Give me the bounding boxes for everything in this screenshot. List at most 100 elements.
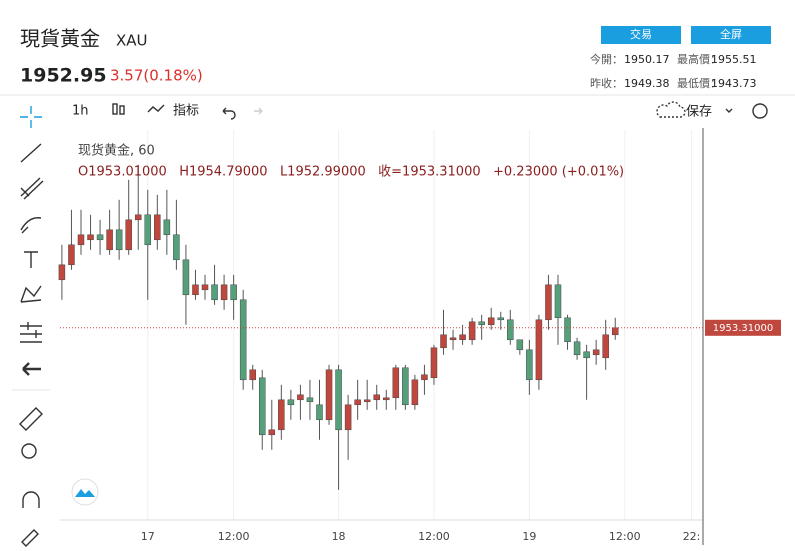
- left-toolbar: [12, 106, 50, 547]
- stat-label: 昨收：: [590, 76, 623, 90]
- stat-label: 今開：: [590, 52, 623, 66]
- candle-body: [535, 319, 543, 381]
- candle-body: [77, 234, 85, 246]
- x-tick-label: 18: [332, 530, 346, 543]
- legend-title: 现货黄金, 60: [78, 143, 155, 159]
- logo-button[interactable]: [71, 478, 99, 506]
- candle-body: [411, 379, 419, 406]
- fullscreen-button[interactable]: [691, 26, 771, 44]
- candle-body: [201, 284, 209, 291]
- candle-body: [125, 219, 132, 251]
- candle-body: [258, 377, 266, 436]
- ohlc-line: O1953.01000 H1954.79000 L1952.99000 收=19…: [78, 165, 624, 180]
- interval[interactable]: 1h: [72, 104, 89, 119]
- candle-body: [87, 234, 94, 241]
- fullscreen-button-label[interactable]: 全屏: [720, 27, 742, 41]
- x-tick-label: 17: [141, 530, 155, 543]
- candle-body: [478, 321, 485, 326]
- candle-body: [220, 284, 228, 301]
- candle-body: [173, 234, 180, 261]
- trade-button-label[interactable]: 交易: [630, 27, 652, 41]
- x-tick-label: 19: [522, 530, 536, 543]
- candle-body: [440, 334, 447, 349]
- candle-body: [96, 234, 104, 241]
- candle-body: [287, 399, 295, 406]
- change: 3.57(0.18%): [110, 67, 203, 85]
- candle-body: [487, 317, 495, 326]
- trade-button[interactable]: [601, 26, 681, 44]
- candle-body: [583, 351, 590, 359]
- symbol: XAU: [116, 32, 148, 50]
- text-tool[interactable]: [24, 251, 38, 268]
- ruler-tool[interactable]: [19, 407, 43, 431]
- candle-body: [297, 394, 304, 401]
- last-price-label: 1953.31000: [713, 323, 773, 334]
- x-tick-label: 12:00: [218, 530, 250, 543]
- save[interactable]: 保存: [686, 105, 712, 120]
- lock-tool[interactable]: [21, 529, 39, 547]
- candle-body: [545, 284, 552, 321]
- candle-body: [592, 349, 600, 356]
- candle-body: [268, 429, 276, 436]
- pattern-tool[interactable]: [20, 285, 42, 303]
- indicator-icon[interactable]: [147, 104, 165, 113]
- candle-body: [249, 369, 256, 381]
- undo[interactable]: [222, 107, 236, 120]
- fib-tool[interactable]: [20, 177, 44, 200]
- candle-body: [278, 399, 285, 431]
- candle-body: [573, 341, 581, 356]
- candle-body: [192, 284, 199, 296]
- candle-body: [392, 367, 400, 399]
- candle-body: [68, 244, 75, 266]
- logo: [75, 489, 95, 497]
- line-tool[interactable]: [20, 143, 42, 163]
- x-tick-label: 12:00: [418, 530, 450, 543]
- cursor-tool[interactable]: [20, 106, 42, 128]
- candle-body: [230, 284, 237, 301]
- last-price-tag: [705, 319, 781, 336]
- brush-tool[interactable]: [20, 217, 42, 234]
- candle-body: [325, 369, 333, 421]
- plot: 17 12:00 18 12:00 19 12:00 22: 1953.31000: [58, 128, 781, 545]
- candle-body: [402, 367, 409, 406]
- stat-label: 最高價：: [677, 52, 721, 66]
- indicators[interactable]: 指标: [173, 104, 199, 119]
- candle-body: [611, 327, 619, 336]
- magnet-tool[interactable]: [22, 491, 40, 508]
- candle-body: [468, 321, 476, 341]
- settings[interactable]: [752, 103, 768, 119]
- redo[interactable]: [254, 107, 263, 115]
- measure-lines-tool[interactable]: [20, 322, 42, 343]
- candle-body: [373, 394, 380, 401]
- price: 1952.95: [20, 65, 107, 87]
- x-tick-label: 22:: [683, 530, 701, 543]
- candle-body: [335, 369, 342, 431]
- candle-body: [449, 337, 457, 341]
- candle-body: [363, 399, 371, 403]
- stat-label: 最低價：: [677, 76, 721, 90]
- candle-body: [182, 259, 190, 296]
- candle-body: [239, 299, 247, 381]
- candle-body: [344, 404, 352, 431]
- save-menu[interactable]: [725, 108, 733, 113]
- candle-body: [58, 264, 66, 281]
- zoom-tool[interactable]: [21, 443, 37, 459]
- back-tool[interactable]: [22, 362, 41, 376]
- candle-body: [316, 404, 323, 421]
- candle-body: [497, 317, 505, 321]
- stat-value: 1955.51: [711, 53, 757, 66]
- candle-body: [507, 319, 514, 341]
- candle-body: [430, 347, 438, 379]
- candle-icon[interactable]: [112, 103, 125, 115]
- candle-body: [564, 317, 571, 343]
- candle-body: [383, 397, 390, 401]
- candle-body: [554, 284, 562, 319]
- stat-value: 1950.17: [624, 53, 670, 66]
- title: 現貨黃金: [20, 27, 100, 51]
- candle-body: [526, 349, 533, 381]
- candle-body: [144, 214, 152, 246]
- candle-body: [421, 374, 428, 381]
